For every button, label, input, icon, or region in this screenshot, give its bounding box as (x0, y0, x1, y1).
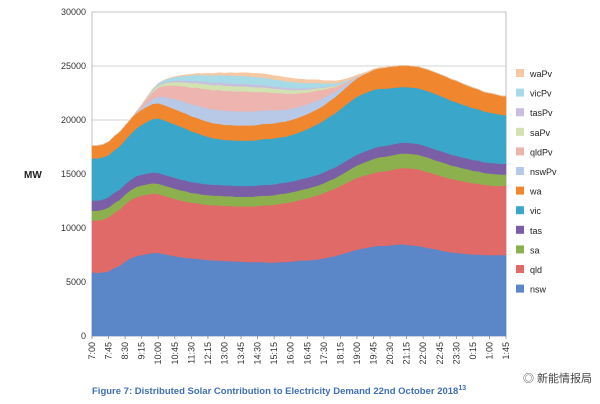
x-tick-label: 16:45 (302, 342, 312, 365)
x-tick-label: 17:30 (319, 342, 329, 365)
y-tick-label: 15000 (61, 169, 86, 179)
legend-swatch-sa (516, 245, 524, 254)
area-waPv (92, 65, 507, 146)
x-tick-label: 18:15 (335, 342, 345, 365)
legend-swatch-vicPv (516, 88, 524, 97)
y-tick-label: 5000 (66, 277, 86, 287)
legend-label-qldPv: qldPv (530, 147, 553, 157)
legend-label-saPv: saPv (530, 128, 551, 138)
caption-footnote: 13 (458, 385, 467, 392)
x-tick-label: 22:45 (435, 342, 445, 365)
x-tick-label: 10:00 (153, 342, 163, 365)
legend-swatch-qldPv (516, 147, 524, 156)
legend-swatch-waPv (516, 69, 524, 77)
legend-swatch-nsw (516, 284, 524, 293)
y-tick-label: 20000 (61, 115, 86, 125)
legend-swatch-tasPv (516, 108, 524, 117)
x-tick-label: 22:00 (418, 342, 428, 365)
x-tick-label: 8:30 (120, 342, 130, 360)
x-tick-label: 13:45 (236, 342, 246, 365)
x-tick-label: 1:00 (484, 342, 494, 360)
x-tick-label: 19:45 (369, 342, 379, 365)
legend-swatch-nswPv (516, 167, 524, 175)
legend-label-tasPv: tasPv (530, 108, 553, 118)
x-tick-label: 20:30 (385, 342, 395, 365)
legend-swatch-saPv (516, 127, 524, 136)
y-tick-label: 30000 (61, 7, 86, 17)
legend-label-vic: vic (530, 206, 541, 216)
x-tick-label: 21:15 (402, 342, 412, 365)
x-tick-label: 7:45 (104, 342, 114, 360)
legend-label-wa: wa (529, 187, 542, 197)
x-tick-label: 10:45 (170, 342, 180, 365)
watermark: ◎ 新能情报局 (523, 370, 592, 386)
y-axis-label: MW (24, 170, 42, 181)
x-tick-label: 0:15 (468, 342, 478, 360)
x-tick-label: 23:30 (451, 342, 461, 365)
y-tick-label: 10000 (61, 223, 86, 233)
watermark-text: 新能情报局 (537, 373, 592, 385)
x-tick-label: 11:30 (186, 342, 196, 364)
caption-text: Figure 7: Distributed Solar Contribution… (92, 386, 459, 398)
x-tick-label: 19:00 (352, 342, 362, 365)
x-tick-label: 16:00 (286, 342, 296, 365)
legend-label-waPv: waPv (529, 69, 553, 79)
legend-swatch-wa (516, 186, 524, 195)
x-tick-label: 1:45 (501, 342, 511, 360)
legend-label-tas: tas (530, 226, 543, 236)
legend-label-vicPv: vicPv (530, 89, 552, 99)
legend-swatch-qld (516, 265, 524, 273)
x-tick-label: 9:15 (137, 342, 147, 360)
figure-caption: Figure 7: Distributed Solar Contribution… (92, 385, 466, 397)
legend-label-sa: sa (530, 245, 540, 255)
legend-label-qld: qld (530, 265, 542, 275)
x-tick-label: 13:00 (219, 342, 229, 365)
legend-swatch-vic (516, 206, 524, 215)
wechat-icon: ◎ (522, 373, 534, 385)
y-tick-label: 0 (81, 331, 86, 341)
x-tick-label: 14:30 (253, 342, 263, 365)
legend-label-nswPv: nswPv (530, 167, 557, 177)
y-tick-label: 25000 (61, 61, 86, 71)
x-tick-label: 12:15 (203, 342, 213, 365)
legend-label-nsw: nsw (530, 285, 547, 295)
x-tick-label: 7:00 (87, 342, 97, 360)
legend-swatch-tas (516, 225, 524, 234)
x-tick-label: 15:15 (269, 342, 279, 365)
